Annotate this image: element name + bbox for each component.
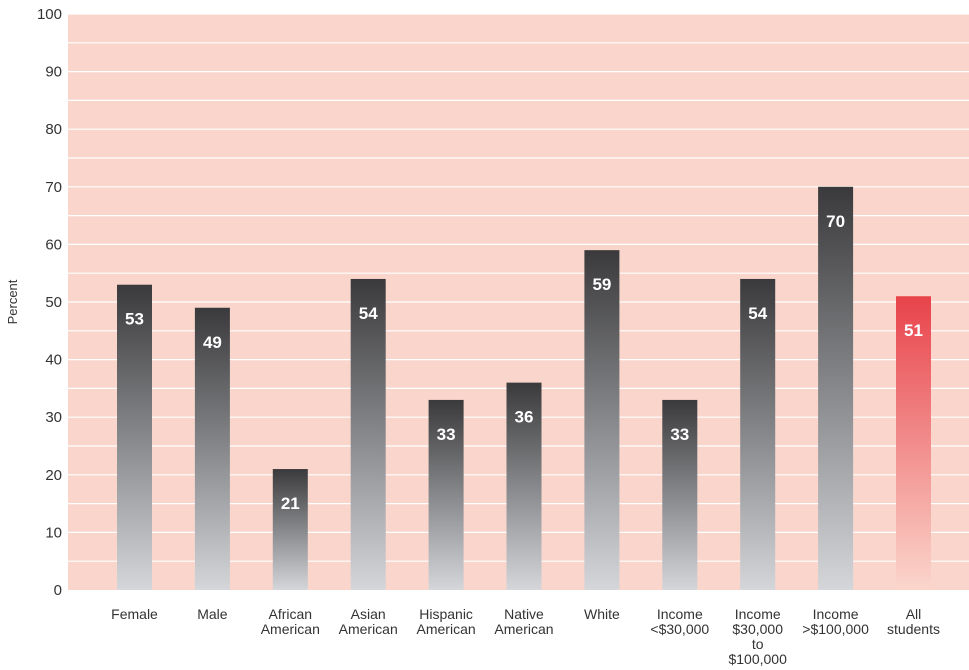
bar: [117, 284, 152, 590]
bar-value-label: 21: [281, 494, 300, 513]
y-axis-ticks: 0 10 20 30 40 50 60 70 80 90 100: [37, 6, 62, 599]
x-category-line: African: [269, 606, 313, 622]
bar: [428, 399, 464, 590]
x-category-line: >$100,000: [802, 621, 869, 637]
x-category-line: to: [752, 636, 764, 652]
y-tick-label: 100: [37, 6, 62, 23]
y-tick-label: 70: [45, 179, 62, 196]
x-category-label: African American: [261, 606, 320, 637]
x-category-line: Income: [813, 606, 859, 622]
x-category-line: American: [339, 621, 398, 637]
bar-value-label: 54: [359, 304, 378, 323]
y-tick-label: 60: [45, 236, 62, 253]
bar: [896, 296, 931, 590]
y-tick-label: 0: [54, 582, 62, 599]
bar-value-label: 36: [515, 408, 534, 427]
bar-value-label: 59: [592, 275, 611, 294]
x-category-line: Income: [657, 606, 703, 622]
y-tick-label: 10: [45, 524, 62, 541]
y-tick-label: 80: [45, 121, 62, 138]
bar-value-label: 49: [203, 333, 222, 352]
x-category-label: Income <$30,000: [650, 606, 709, 637]
x-category-line: Income: [735, 606, 781, 622]
x-category-label: Female: [111, 606, 158, 622]
bar-value-label: 33: [670, 425, 689, 444]
x-category-label: All students: [887, 606, 940, 637]
bar-value-label: 53: [125, 310, 144, 329]
bar: [350, 278, 386, 590]
value-labels: 53 49 21 54 33 36 59 33 54 70 51: [125, 212, 923, 513]
bar: [662, 399, 698, 590]
bar: [272, 469, 308, 590]
x-category-label: Income $30,000 to $100,000: [728, 606, 787, 667]
y-tick-label: 20: [45, 467, 62, 484]
x-category-line: $30,000: [732, 621, 783, 637]
x-category-line: $100,000: [728, 651, 787, 667]
bar: [818, 186, 854, 591]
y-tick-label: 40: [45, 352, 62, 369]
x-category-label: Male: [197, 606, 228, 622]
x-category-line: American: [494, 621, 553, 637]
bar-value-label: 33: [437, 425, 456, 444]
x-category-line: students: [887, 621, 940, 637]
x-category-line: <$30,000: [650, 621, 709, 637]
x-category-line: American: [417, 621, 476, 637]
x-category-label: White: [584, 606, 620, 622]
y-tick-label: 90: [45, 64, 62, 81]
x-category-label: Native American: [494, 606, 553, 637]
bar-value-label: 51: [904, 321, 923, 340]
x-category-label: Hispanic American: [417, 606, 476, 637]
x-category-line: Asian: [351, 606, 386, 622]
y-axis-label: Percent: [5, 279, 20, 324]
x-category-line: American: [261, 621, 320, 637]
x-category-label: Income >$100,000: [802, 606, 869, 637]
bars: [117, 186, 931, 591]
bar-value-label: 70: [826, 212, 845, 231]
x-category-line: Female: [111, 606, 158, 622]
bar: [194, 307, 230, 590]
x-category-line: White: [584, 606, 620, 622]
y-tick-label: 30: [45, 409, 62, 426]
x-category-line: All: [906, 606, 922, 622]
x-category-line: Male: [197, 606, 228, 622]
x-category-line: Native: [504, 606, 544, 622]
bar: [584, 250, 620, 590]
y-tick-label: 50: [45, 294, 62, 311]
bar-value-label: 54: [748, 304, 767, 323]
x-category-label: Asian American: [339, 606, 398, 637]
x-category-line: Hispanic: [419, 606, 473, 622]
bar: [740, 278, 776, 590]
bar: [506, 382, 542, 590]
